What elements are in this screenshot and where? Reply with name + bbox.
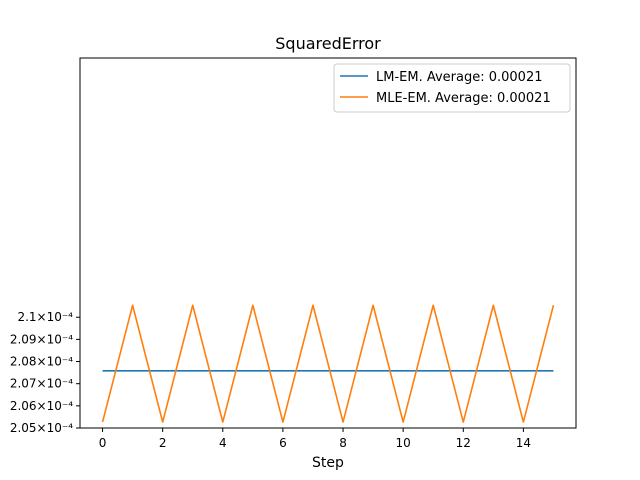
y-tick-label: 2.1×10⁻⁴ xyxy=(17,310,73,324)
y-tick-label: 2.06×10⁻⁴ xyxy=(10,399,73,413)
chart-title: SquaredError xyxy=(275,34,381,53)
legend-entry-label: MLE-EM. Average: 0.00021 xyxy=(376,91,551,106)
legend: LM-EM. Average: 0.00021 MLE-EM. Average: … xyxy=(333,63,571,113)
x-tick-label: 4 xyxy=(219,436,227,450)
x-tick-label: 0 xyxy=(99,436,107,450)
x-tick-label: 10 xyxy=(396,436,411,450)
legend-entry-label: LM-EM. Average: 0.00021 xyxy=(376,70,543,85)
y-tick-label: 2.07×10⁻⁴ xyxy=(10,377,73,391)
x-tick-label: 2 xyxy=(159,436,167,450)
series-line-2 xyxy=(101,304,555,423)
x-axis: 0 2 4 6 8 10 12 14 xyxy=(99,428,531,450)
x-tick-label: 8 xyxy=(339,436,347,450)
x-axis-label: Step xyxy=(312,455,344,471)
x-tick-label: 6 xyxy=(279,436,287,450)
x-tick-label: 12 xyxy=(456,436,471,450)
plot-frame xyxy=(79,57,577,429)
x-tick-label: 14 xyxy=(516,436,531,450)
y-axis: 2.05×10⁻⁴ 2.06×10⁻⁴ 2.07×10⁻⁴ 2.08×10⁻⁴ 2.09… xyxy=(10,310,80,435)
y-tick-label: 2.08×10⁻⁴ xyxy=(10,355,73,369)
y-tick-label: 2.05×10⁻⁴ xyxy=(10,421,73,435)
legend-box xyxy=(333,63,571,113)
y-tick-label: 2.09×10⁻⁴ xyxy=(10,332,73,346)
plot-area xyxy=(101,304,555,423)
